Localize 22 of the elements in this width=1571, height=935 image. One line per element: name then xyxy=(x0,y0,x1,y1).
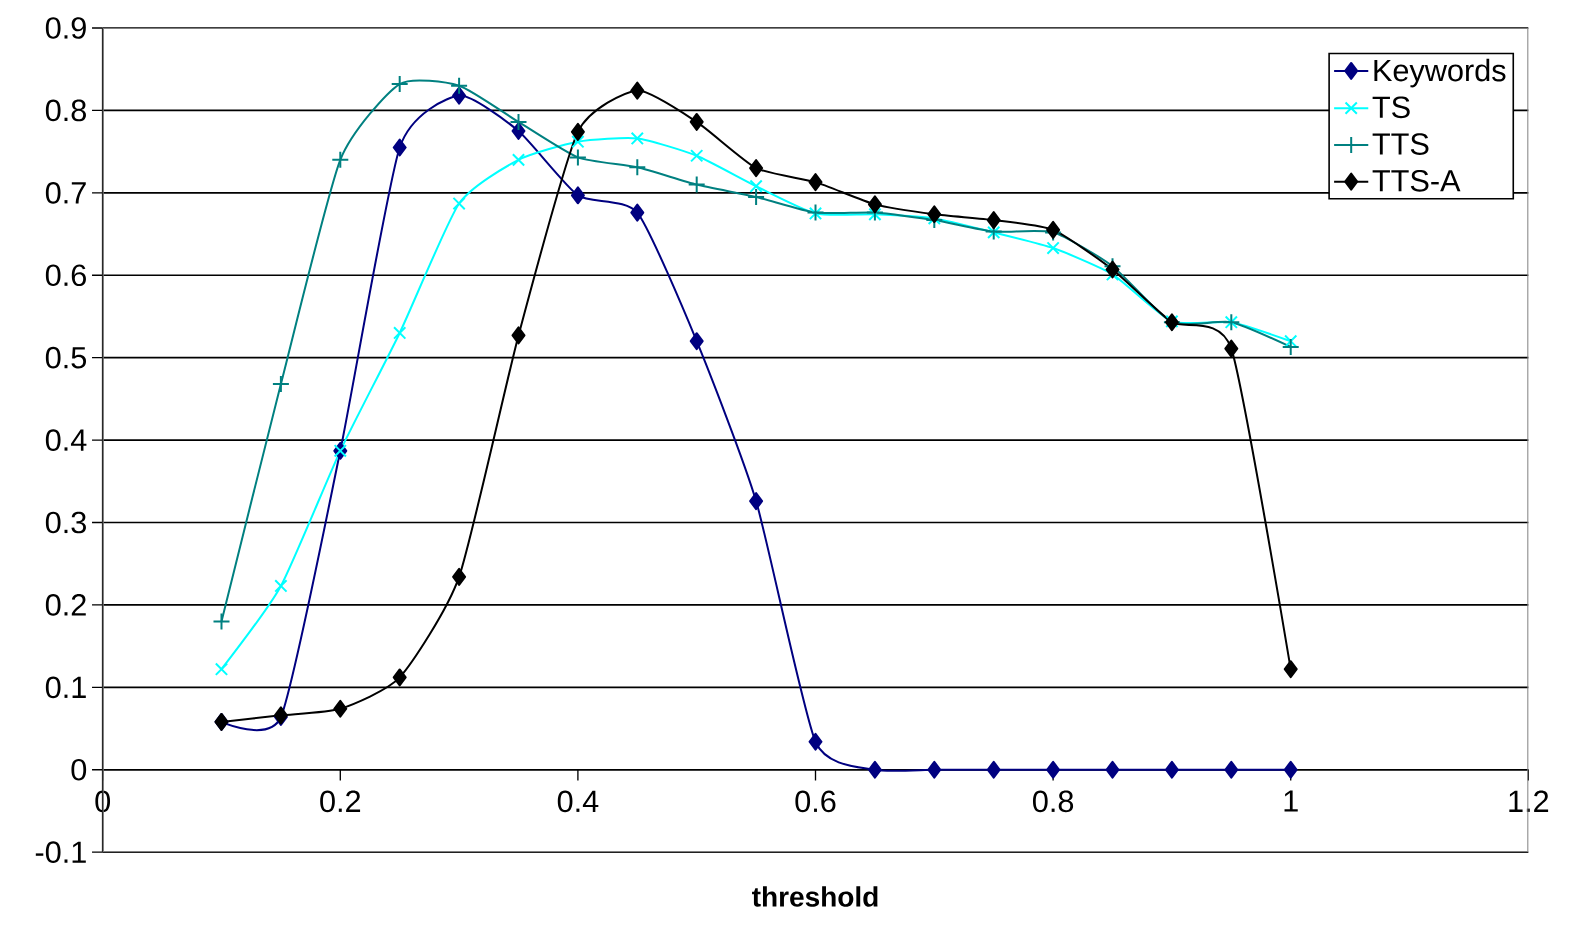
y-tick-label: 0.5 xyxy=(45,346,87,369)
y-tick-label: 0.3 xyxy=(45,511,86,534)
legend-label: TS xyxy=(1372,96,1410,119)
x-tick-label: 1 xyxy=(1284,790,1298,812)
y-tick-label: 0.1 xyxy=(45,676,86,699)
y-tick-label: 0.4 xyxy=(45,429,87,451)
y-tick-label: 0.9 xyxy=(45,17,86,39)
x-axis-title: threshold xyxy=(752,886,878,907)
x-tick-label: 0.8 xyxy=(1032,790,1074,813)
x-tick-label: 1.2 xyxy=(1509,790,1549,812)
legend-label: TTS-A xyxy=(1372,169,1461,192)
x-tick-label: 0.2 xyxy=(320,790,361,813)
y-tick-label: 0.8 xyxy=(45,99,86,122)
y-tick-label: -0.1 xyxy=(35,841,86,864)
x-tick-label: 0.4 xyxy=(557,790,599,813)
y-tick-label: 0.7 xyxy=(45,182,86,204)
x-tick-label: 0.6 xyxy=(795,790,836,813)
y-tick-label: 0 xyxy=(71,758,87,781)
y-tick-label: 0.6 xyxy=(45,264,86,287)
legend-label: Keywords xyxy=(1374,58,1506,88)
y-tick-label: 0.2 xyxy=(45,594,86,616)
legend-label: TTS xyxy=(1372,133,1429,155)
